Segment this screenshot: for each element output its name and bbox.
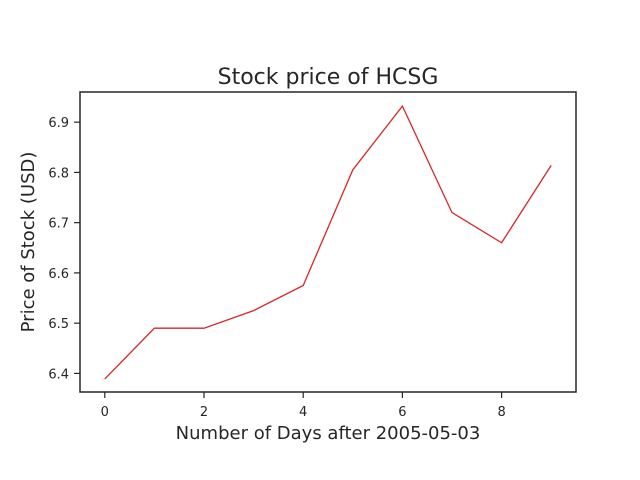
price-line: [104, 104, 552, 380]
y-tick-label: 6.7: [48, 217, 69, 232]
chart-title: Stock price of HCSG: [218, 65, 439, 90]
y-axis-label: Price of Stock (USD): [18, 152, 39, 333]
y-tick-label: 6.5: [48, 317, 69, 332]
x-tick-label: 6: [398, 405, 406, 420]
y-tick-label: 6.4: [48, 367, 69, 382]
y-tick-label: 6.6: [48, 267, 69, 282]
x-tick-label: 0: [101, 405, 109, 420]
series-group: [104, 104, 552, 380]
x-tick-label: 8: [497, 405, 505, 420]
x-tick-label: 4: [299, 405, 307, 420]
plot-frame: [79, 91, 577, 393]
x-axis-ticks: 0 2 4 6 8: [101, 392, 506, 420]
y-tick-label: 6.9: [48, 116, 69, 131]
x-axis-label: Number of Days after 2005-05-03: [176, 423, 481, 444]
y-axis-ticks: 6.4 6.5 6.6 6.7 6.8 6.9: [48, 116, 80, 382]
x-tick-label: 2: [200, 405, 208, 420]
y-tick-label: 6.8: [48, 166, 69, 181]
